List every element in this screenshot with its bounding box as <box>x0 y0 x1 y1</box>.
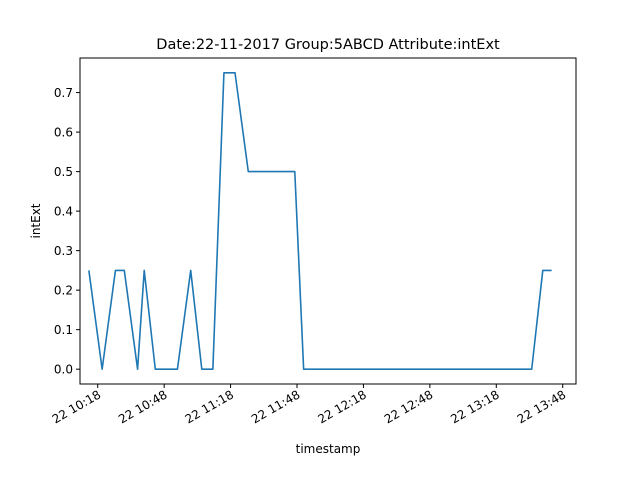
data-point <box>101 368 104 371</box>
data-point <box>222 71 225 74</box>
chart-title: Date:22-11-2017 Group:5ABCD Attribute:in… <box>156 37 500 53</box>
data-point <box>293 170 296 173</box>
x-tick-label: 22 13:48 <box>515 387 568 426</box>
data-point <box>541 269 544 272</box>
y-tick-label: 0.0 <box>54 363 73 377</box>
y-axis: 0.0 0.1 0.2 0.3 0.4 0.5 0.6 0.7 <box>54 86 80 377</box>
data-point <box>550 269 553 272</box>
series-line <box>88 72 552 370</box>
data-point <box>247 170 250 173</box>
data-point <box>176 368 179 371</box>
y-tick-label: 0.6 <box>54 126 73 140</box>
data-point <box>302 368 305 371</box>
y-tick-label: 0.4 <box>54 205 73 219</box>
data-point <box>114 269 117 272</box>
x-axis: 22 10:18 22 10:48 22 11:18 22 11:48 22 12:18… <box>50 384 568 426</box>
x-tick-label: 22 12:18 <box>315 387 368 426</box>
y-tick-label: 0.5 <box>54 165 73 179</box>
x-tick-label: 22 10:18 <box>50 387 103 426</box>
data-point <box>200 368 203 371</box>
data-point <box>211 368 214 371</box>
y-axis-label: intExt <box>29 203 43 238</box>
x-tick-label: 22 12:48 <box>382 387 435 426</box>
data-point <box>136 368 139 371</box>
x-tick-label: 22 11:18 <box>183 387 236 426</box>
x-tick-label: 22 11:48 <box>249 387 302 426</box>
y-tick-label: 0.7 <box>54 86 73 100</box>
x-tick-label: 22 13:18 <box>448 387 501 426</box>
data-point <box>154 368 157 371</box>
x-axis-label: timestamp <box>296 442 361 456</box>
data-point <box>234 71 237 74</box>
data-point <box>87 269 90 272</box>
x-tick-label: 22 10:48 <box>116 387 169 426</box>
plot-frame <box>79 57 577 385</box>
y-tick-label: 0.1 <box>54 323 73 337</box>
y-tick-label: 0.3 <box>54 244 73 258</box>
y-tick-label: 0.2 <box>54 284 73 298</box>
data-point <box>123 269 126 272</box>
data-point <box>189 269 192 272</box>
data-point <box>530 368 533 371</box>
data-point <box>143 269 146 272</box>
